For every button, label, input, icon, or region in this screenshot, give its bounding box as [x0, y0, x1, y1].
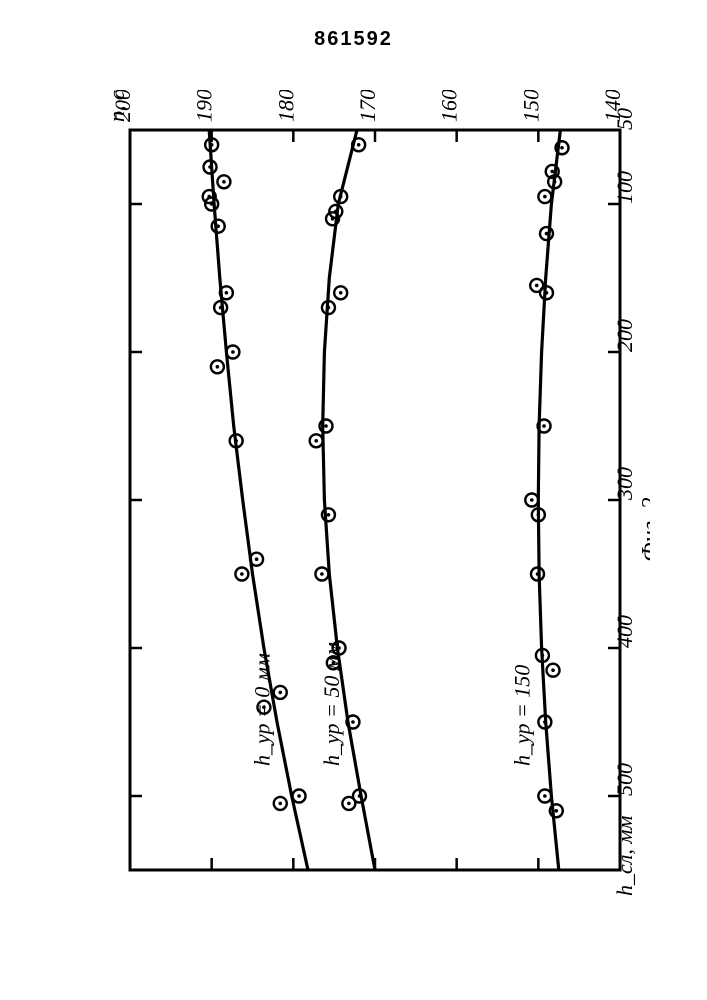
svg-text:170: 170	[355, 90, 380, 122]
document-number: 861592	[0, 28, 707, 51]
svg-text:h_ур = 0 мм: h_ур = 0 мм	[250, 653, 275, 766]
svg-text:200: 200	[612, 319, 637, 352]
chart: 14015016017018019020050100200300400500n,…	[60, 90, 650, 950]
svg-text:50: 50	[612, 108, 637, 130]
svg-text:300: 300	[612, 467, 637, 501]
svg-text:180: 180	[273, 90, 298, 122]
svg-text:500: 500	[612, 763, 637, 796]
svg-text:150: 150	[518, 90, 543, 122]
svg-text:h_ур = 150: h_ур = 150	[509, 665, 534, 766]
svg-text:h_ур = 50 мм: h_ур = 50 мм	[319, 642, 344, 766]
svg-text:190: 190	[192, 90, 217, 122]
svg-text:h_сл, мм: h_сл, мм	[612, 816, 637, 896]
svg-text:n, с⁻¹: n, с⁻¹	[104, 90, 129, 122]
svg-text:160: 160	[437, 90, 462, 122]
svg-text:400: 400	[612, 615, 637, 648]
svg-text:Фиг. 2: Фиг. 2	[638, 497, 650, 561]
svg-text:100: 100	[612, 171, 637, 204]
